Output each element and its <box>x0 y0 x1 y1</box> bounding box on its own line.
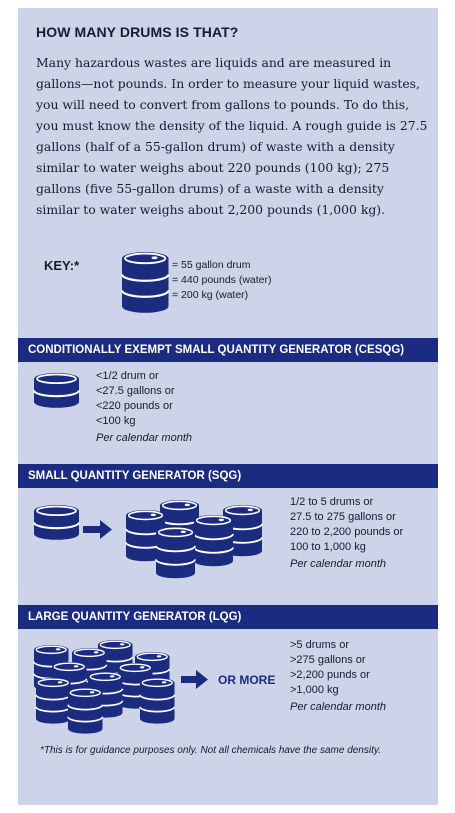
intro-paragraph: Many hazardous wastes are liquids and ar… <box>36 55 428 217</box>
sqg-line: 100 to 1,000 kg <box>290 541 366 553</box>
key-line-gallons: = 55 gallon drum <box>172 259 251 271</box>
key-legend: = 55 gallon drum = 440 pounds (water) = … <box>172 258 272 303</box>
lqg-line: >275 gallons or <box>290 654 366 666</box>
cesqg-heading: CONDITIONALLY EXEMPT SMALL QUANTITY GENE… <box>18 338 438 362</box>
lqg-stats: >5 drums or >275 gallons or >2,200 punds… <box>290 638 386 715</box>
page-title: HOW MANY DRUMS IS THAT? <box>36 24 239 40</box>
lqg-arrow-icon <box>181 670 208 689</box>
sqg-five-drums-icon <box>125 499 263 580</box>
lqg-heading: LARGE QUANTITY GENERATOR (LQG) <box>18 605 438 629</box>
key-line-kg: = 200 kg (water) <box>172 289 249 301</box>
sqg-arrow-icon <box>83 520 112 539</box>
sqg-line: 1/2 to 5 drums or <box>290 496 374 508</box>
sqg-line: 27.5 to 275 gallons or <box>290 511 396 523</box>
key-label: KEY:* <box>44 258 80 273</box>
cesqg-line: <100 kg <box>96 415 136 427</box>
cesqg-half-drum-icon <box>32 371 81 409</box>
sqg-period: Per calendar month <box>290 558 386 570</box>
lqg-line: >5 drums or <box>290 639 349 651</box>
cesqg-stats: <1/2 drum or <27.5 gallons or <220 pound… <box>96 369 192 446</box>
or-more-label: OR MORE <box>218 673 276 687</box>
sqg-half-drum-icon <box>32 503 81 541</box>
cesqg-line: <27.5 gallons or <box>96 385 175 397</box>
key-line-pounds: = 440 pounds (water) <box>172 274 272 286</box>
cesqg-line: <220 pounds or <box>96 400 173 412</box>
cesqg-line: <1/2 drum or <box>96 370 159 382</box>
cesqg-period: Per calendar month <box>96 432 192 444</box>
sqg-stats: 1/2 to 5 drums or 27.5 to 275 gallons or… <box>290 495 403 572</box>
lqg-ten-drums-icon <box>33 639 176 735</box>
footnote: *This is for guidance purposes only. Not… <box>40 745 381 756</box>
sqg-heading: SMALL QUANTITY GENERATOR (SQG) <box>18 464 438 488</box>
lqg-period: Per calendar month <box>290 701 386 713</box>
lqg-line: >1,000 kg <box>290 684 339 696</box>
sqg-line: 220 to 2,200 pounds or <box>290 526 404 538</box>
lqg-line: >2,200 punds or <box>290 669 370 681</box>
key-drum-icon <box>120 250 170 314</box>
